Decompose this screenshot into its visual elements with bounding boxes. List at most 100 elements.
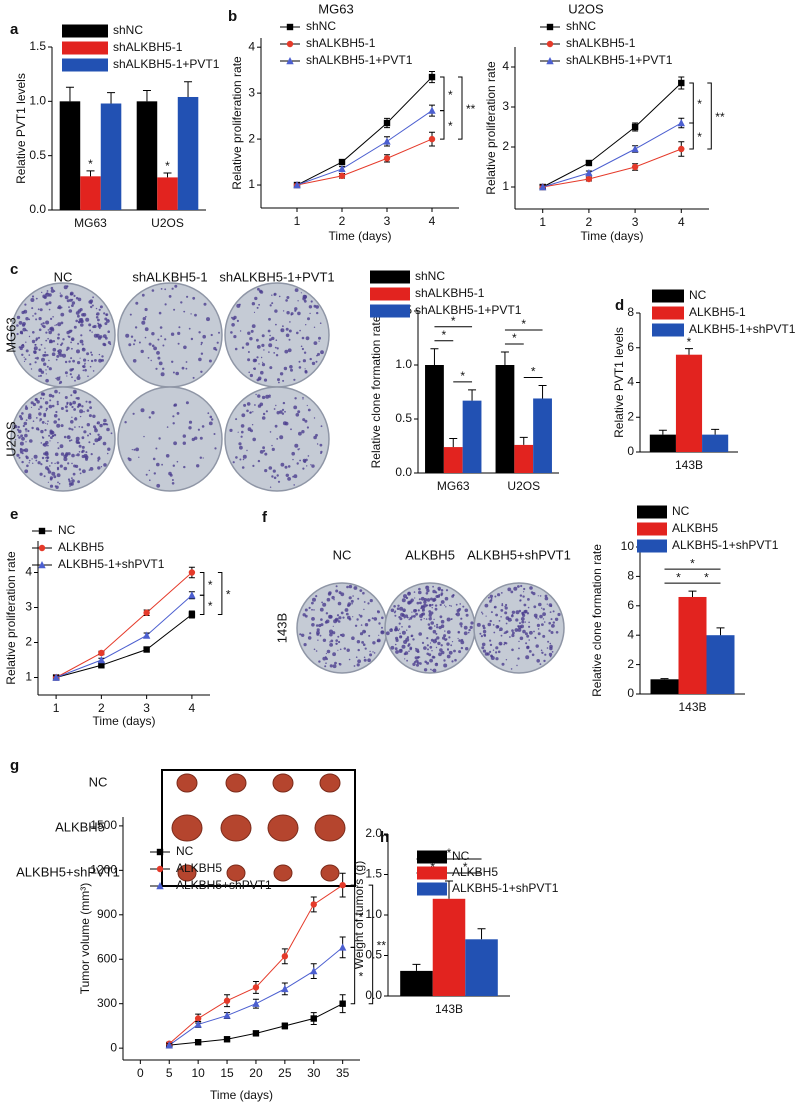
colony xyxy=(40,429,44,434)
colony xyxy=(37,336,41,339)
colony xyxy=(36,356,39,360)
colony xyxy=(277,378,280,382)
colony xyxy=(548,629,551,632)
colony xyxy=(21,460,24,464)
colony xyxy=(208,421,213,426)
colony xyxy=(48,308,51,311)
colony xyxy=(152,457,156,461)
y-tick-label: 10 xyxy=(621,539,635,553)
error-bar xyxy=(468,389,477,401)
colony xyxy=(271,302,274,305)
colony xyxy=(320,452,322,455)
colony xyxy=(339,633,343,637)
x-tick-label: 3 xyxy=(384,214,391,228)
colony xyxy=(369,650,371,653)
colony xyxy=(276,438,279,440)
colony xyxy=(40,343,43,346)
colony xyxy=(363,658,367,662)
colony xyxy=(519,594,523,597)
colony xyxy=(354,624,358,627)
colony xyxy=(33,454,38,459)
significance-label: * xyxy=(448,119,453,133)
colony xyxy=(524,632,528,636)
colony xyxy=(198,357,202,362)
colony xyxy=(390,608,395,613)
colony xyxy=(417,609,420,612)
colony xyxy=(428,610,432,613)
colony xyxy=(48,293,52,297)
colony xyxy=(515,610,520,615)
colony xyxy=(439,615,443,619)
y-tick-label: 0.0 xyxy=(365,988,382,1002)
legend-label: NC xyxy=(452,849,470,863)
colony xyxy=(311,617,315,621)
colony xyxy=(77,342,80,345)
legend-label: ALKBH5-1 xyxy=(689,305,746,319)
colony xyxy=(406,629,408,631)
marker xyxy=(143,609,150,616)
colony xyxy=(519,599,522,602)
colony xyxy=(532,592,536,596)
colony xyxy=(67,462,70,465)
colony xyxy=(417,656,420,659)
colony xyxy=(56,473,61,478)
colony xyxy=(213,433,216,435)
marker xyxy=(546,40,554,48)
colony xyxy=(49,484,54,488)
colony xyxy=(541,651,544,654)
colony xyxy=(352,595,354,597)
colony xyxy=(434,638,437,641)
colony xyxy=(543,659,546,663)
colony xyxy=(89,365,92,368)
colony xyxy=(318,623,322,628)
colony xyxy=(284,410,286,413)
colony xyxy=(336,614,340,617)
colony xyxy=(263,349,265,351)
tumor xyxy=(314,814,346,842)
marker xyxy=(142,631,151,639)
colony xyxy=(90,433,92,435)
colony xyxy=(467,631,470,634)
colony xyxy=(45,440,49,445)
x-axis-label: Time (days) xyxy=(329,229,392,243)
bar xyxy=(400,970,433,996)
y-axis-label: Relative proliferation rate xyxy=(4,551,18,685)
colony xyxy=(361,641,364,644)
colony xyxy=(283,366,288,371)
colony xyxy=(88,400,92,404)
colony xyxy=(357,648,360,652)
tumor xyxy=(176,773,198,793)
colony xyxy=(299,329,301,332)
colony xyxy=(265,394,270,399)
colony xyxy=(400,635,403,638)
y-tick-label: 3 xyxy=(502,99,509,113)
colony xyxy=(213,346,217,351)
colony xyxy=(242,454,247,459)
colony xyxy=(82,469,86,474)
colony xyxy=(284,465,288,469)
colony xyxy=(35,459,38,462)
colony xyxy=(515,618,519,622)
colony xyxy=(57,447,60,450)
colony xyxy=(140,349,144,354)
colony xyxy=(481,642,486,647)
error-bar xyxy=(477,928,486,940)
colony xyxy=(260,370,264,375)
colony xyxy=(516,664,518,667)
colony xyxy=(527,598,530,601)
colony xyxy=(537,618,539,620)
colony xyxy=(53,433,57,437)
colony xyxy=(408,625,411,628)
colony xyxy=(423,668,428,672)
colony xyxy=(557,612,561,617)
colony xyxy=(247,331,251,335)
colony xyxy=(18,456,21,459)
colony xyxy=(241,466,245,469)
colony xyxy=(403,640,408,644)
colony xyxy=(548,621,551,625)
colony xyxy=(297,311,301,316)
colony xyxy=(69,298,73,302)
colony xyxy=(63,457,68,462)
colony xyxy=(96,422,99,425)
colony xyxy=(45,459,49,463)
